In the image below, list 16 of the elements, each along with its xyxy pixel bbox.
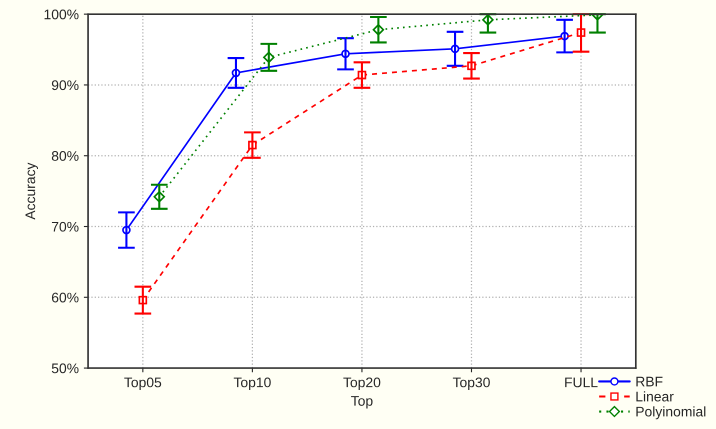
x-tick-label: Top30 <box>452 377 490 390</box>
legend-label: Polyinomial <box>636 406 706 420</box>
x-tick-label: Top20 <box>343 377 380 390</box>
y-tick-label: 60% <box>52 292 79 302</box>
legend-label: RBF <box>636 376 662 386</box>
y-tick-label: 80% <box>52 151 79 161</box>
legend-label: Linear <box>636 391 674 402</box>
x-tick-label: Top10 <box>234 377 271 390</box>
x-axis-title: Top <box>351 396 373 409</box>
x-tick-label: Top05 <box>124 377 162 390</box>
y-tick-label: 50% <box>52 363 79 374</box>
y-tick-label: 100% <box>44 9 79 20</box>
y-axis-title: Accuracy <box>26 162 38 220</box>
y-tick-label: 90% <box>52 80 79 90</box>
x-tick-label: FULL <box>565 378 598 388</box>
y-tick-label: 70% <box>52 222 79 232</box>
